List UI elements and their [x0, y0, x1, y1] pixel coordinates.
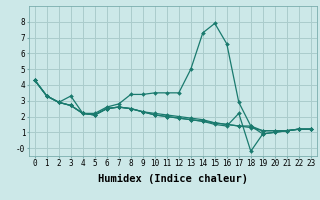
X-axis label: Humidex (Indice chaleur): Humidex (Indice chaleur) [98, 174, 248, 184]
